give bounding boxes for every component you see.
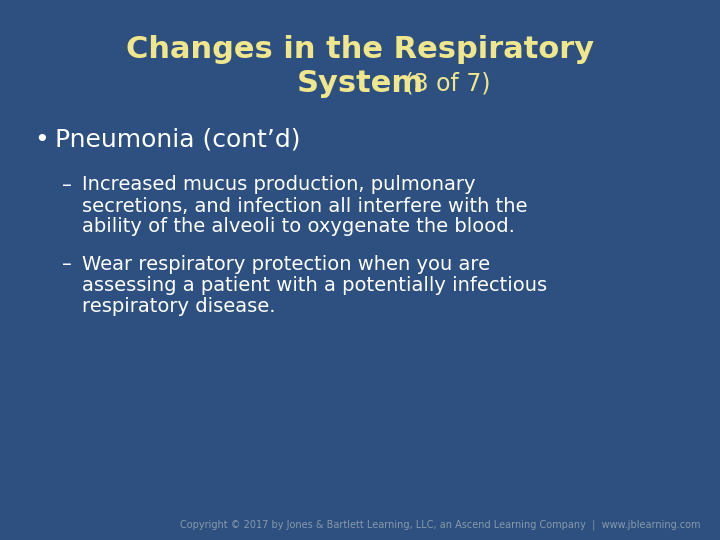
Text: Pneumonia (cont’d): Pneumonia (cont’d)	[55, 128, 300, 152]
Text: –: –	[62, 176, 72, 194]
Text: assessing a patient with a potentially infectious: assessing a patient with a potentially i…	[82, 276, 547, 295]
Text: Changes in the Respiratory: Changes in the Respiratory	[126, 36, 594, 64]
Text: (3 of 7): (3 of 7)	[397, 71, 490, 95]
Text: System: System	[297, 69, 423, 98]
Text: –: –	[62, 255, 72, 274]
Text: Wear respiratory protection when you are: Wear respiratory protection when you are	[82, 255, 490, 274]
Text: respiratory disease.: respiratory disease.	[82, 298, 276, 316]
Text: Copyright © 2017 by Jones & Bartlett Learning, LLC, an Ascend Learning Company  : Copyright © 2017 by Jones & Bartlett Lea…	[179, 519, 700, 530]
Text: Increased mucus production, pulmonary: Increased mucus production, pulmonary	[82, 176, 475, 194]
Text: ability of the alveoli to oxygenate the blood.: ability of the alveoli to oxygenate the …	[82, 218, 515, 237]
Text: secretions, and infection all interfere with the: secretions, and infection all interfere …	[82, 197, 528, 215]
Text: •: •	[35, 128, 50, 152]
